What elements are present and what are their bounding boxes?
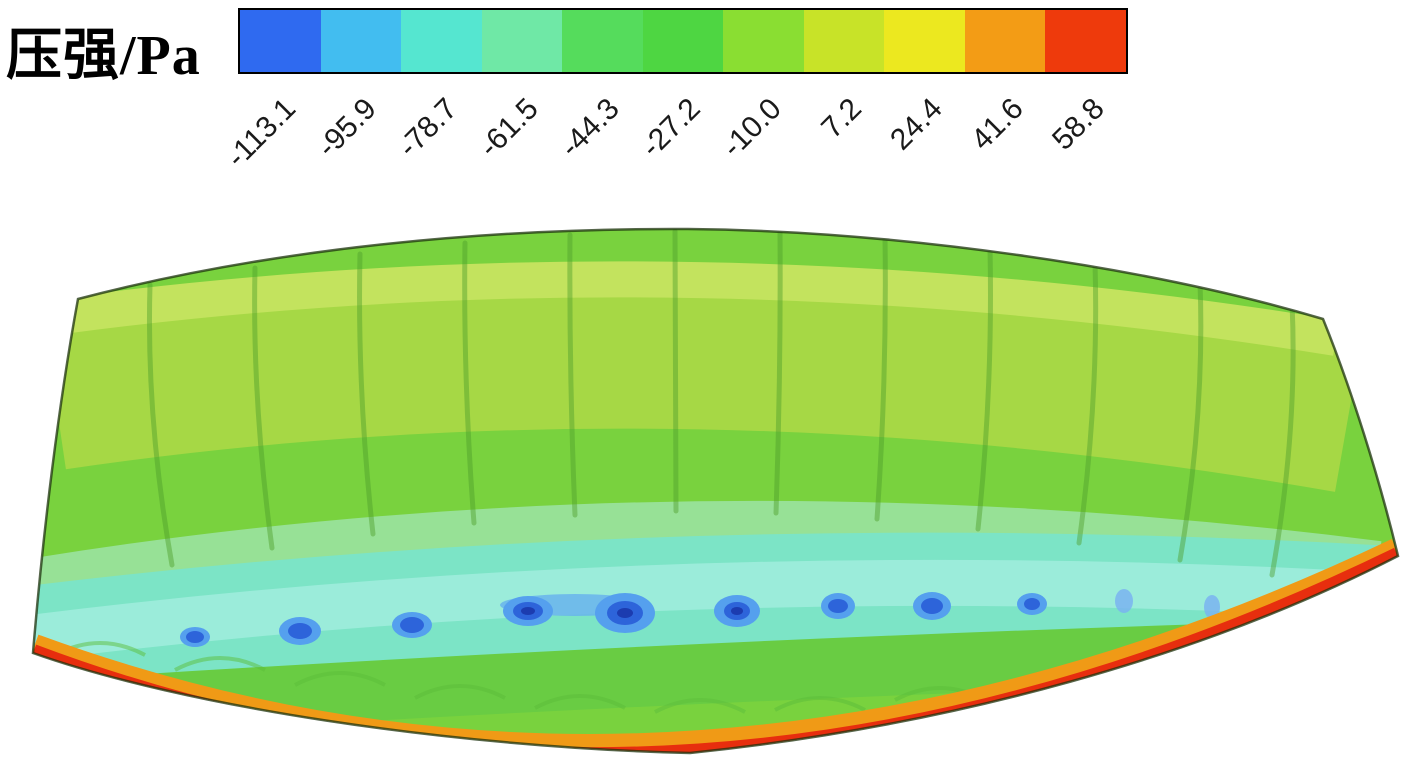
pressure-band-yellowgreen (44, 261, 1361, 492)
colorbar-segment (964, 10, 1046, 72)
colorbar-segment (642, 10, 724, 72)
pressure-band-cyan (33, 532, 1396, 698)
colorbar-segment (481, 10, 563, 72)
colorbar-segment (320, 10, 402, 72)
cell-ribs (146, 228, 1296, 578)
colorbar-segment (240, 10, 321, 72)
low-pressure-spots (180, 589, 1305, 647)
colorbar-segment (1045, 10, 1127, 72)
colorbar-segment (803, 10, 885, 72)
colorbar-segment (723, 10, 804, 72)
colorbar-segment (401, 10, 482, 72)
canopy-outline (31, 227, 1400, 755)
colorbar-label: 压强/Pa (6, 25, 201, 87)
colorbar (238, 8, 1128, 74)
colorbar-segment (562, 10, 643, 72)
colorbar-segment (884, 10, 965, 72)
canopy-surface (31, 227, 1400, 755)
